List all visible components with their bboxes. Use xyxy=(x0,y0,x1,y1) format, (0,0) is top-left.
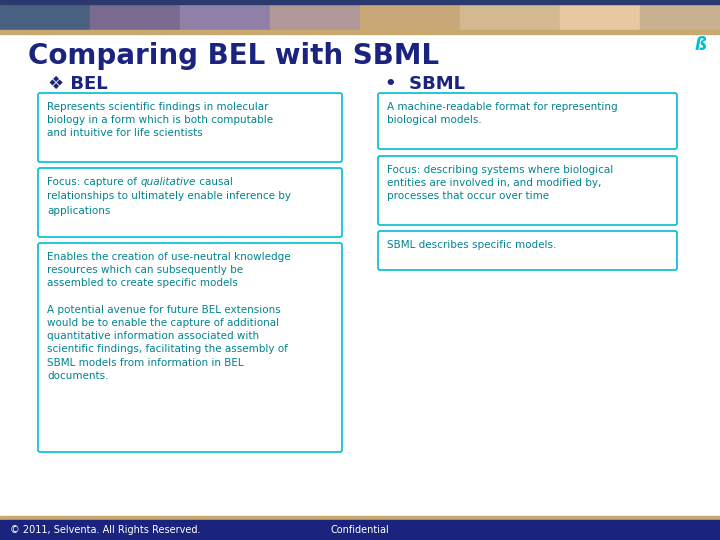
Text: Represents scientific findings in molecular
biology in a form which is both comp: Represents scientific findings in molecu… xyxy=(47,102,273,138)
Text: Enables the creation of use-neutral knowledge
resources which can subsequently b: Enables the creation of use-neutral know… xyxy=(47,252,291,381)
FancyBboxPatch shape xyxy=(38,168,342,237)
FancyBboxPatch shape xyxy=(378,231,677,270)
Bar xyxy=(360,0,460,32)
FancyBboxPatch shape xyxy=(378,93,677,149)
FancyBboxPatch shape xyxy=(38,93,342,162)
Text: SBML describes specific models.: SBML describes specific models. xyxy=(387,240,557,250)
Text: Confidential: Confidential xyxy=(330,525,390,535)
Bar xyxy=(640,0,720,32)
Bar xyxy=(460,0,560,32)
Bar xyxy=(0,0,90,32)
Text: qualitative: qualitative xyxy=(140,177,196,187)
Text: Focus: describing systems where biological
entities are involved in, and modifie: Focus: describing systems where biologic… xyxy=(387,165,613,201)
Bar xyxy=(270,0,360,32)
Text: © 2011, Selventa. All Rights Reserved.: © 2011, Selventa. All Rights Reserved. xyxy=(10,525,200,535)
Text: ß: ß xyxy=(694,36,706,54)
FancyBboxPatch shape xyxy=(378,156,677,225)
Bar xyxy=(0,0,720,4)
Text: A machine-readable format for representing
biological models.: A machine-readable format for representi… xyxy=(387,102,618,125)
Bar xyxy=(90,0,180,32)
Text: causal: causal xyxy=(196,177,233,187)
Text: Focus: capture of: Focus: capture of xyxy=(47,177,140,187)
Bar xyxy=(180,0,270,32)
Text: applications: applications xyxy=(47,206,110,216)
Bar xyxy=(0,30,720,34)
FancyBboxPatch shape xyxy=(38,243,342,452)
Bar xyxy=(0,516,720,520)
Text: Comparing BEL with SBML: Comparing BEL with SBML xyxy=(28,42,439,70)
Bar xyxy=(0,520,720,540)
Text: •  SBML: • SBML xyxy=(385,75,465,93)
Text: relationships to ultimately enable inference by: relationships to ultimately enable infer… xyxy=(47,191,291,201)
Bar xyxy=(560,0,640,32)
Text: ❖ BEL: ❖ BEL xyxy=(48,75,107,93)
